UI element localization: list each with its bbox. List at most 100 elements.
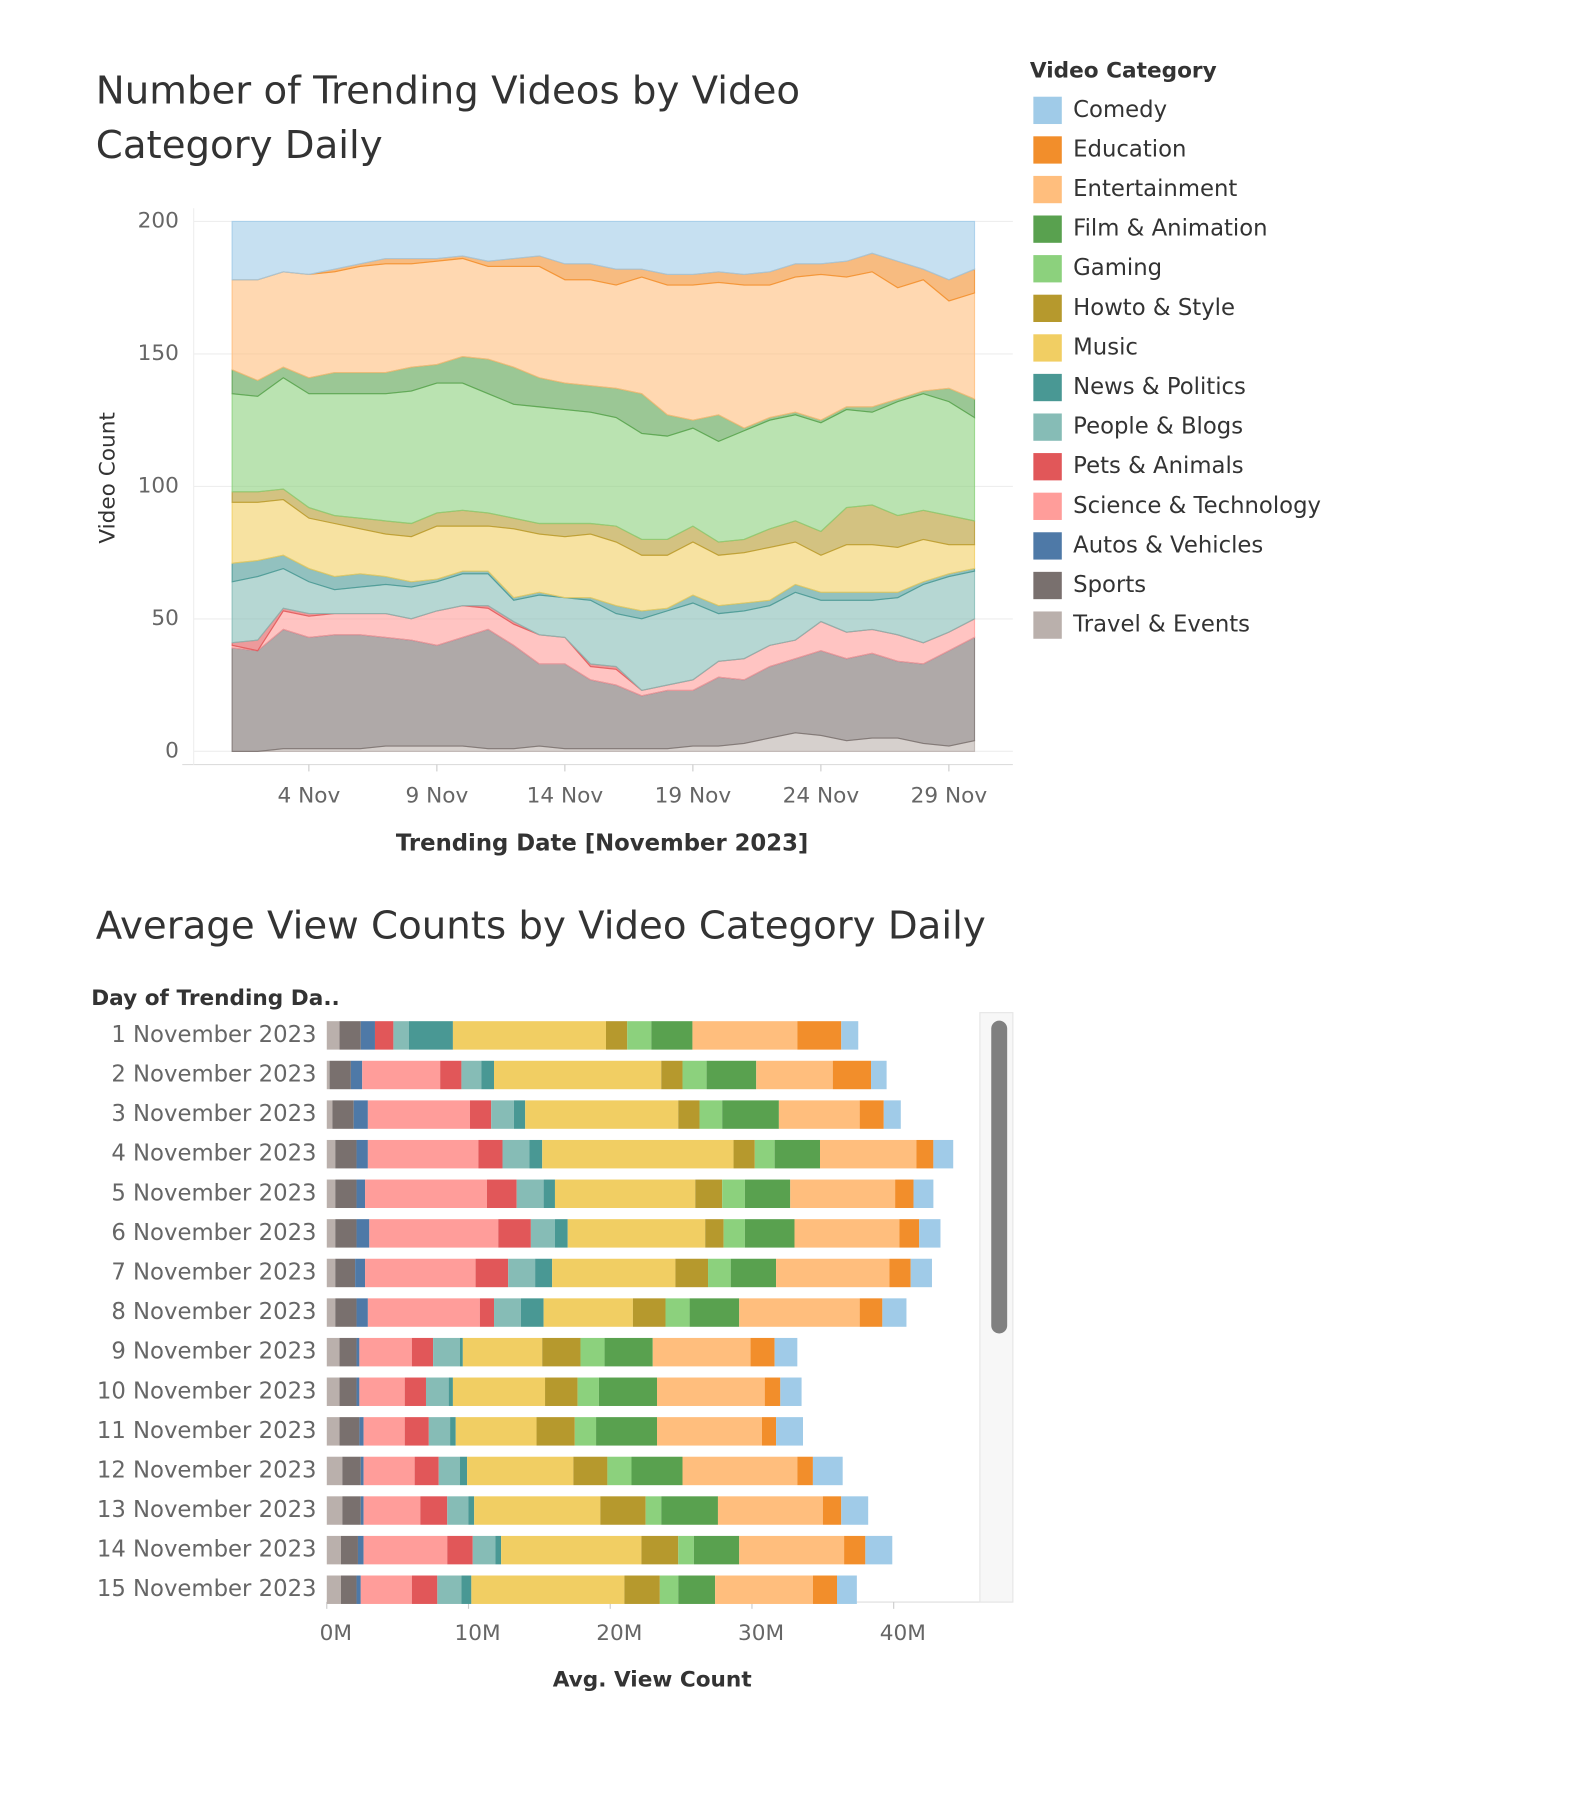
bar-segment (754, 1139, 775, 1169)
x-tick-label: 9 Nov (405, 783, 468, 808)
bar-segment (689, 1298, 740, 1327)
y-tick-label: 100 (138, 473, 179, 498)
y-tick-label: 0 (165, 738, 179, 763)
bar-segment (428, 1417, 451, 1446)
bar-segment (326, 1219, 336, 1248)
bar-segment (433, 1337, 461, 1367)
bar-segment (350, 1060, 363, 1090)
row-label: 13 November 2023 (97, 1497, 317, 1523)
bar-segment (452, 1021, 606, 1050)
bar-segment (780, 1377, 802, 1406)
bar-segment (450, 1417, 456, 1446)
bar-segment (502, 1139, 530, 1169)
bar-segment (455, 1417, 537, 1446)
bar-segment (756, 1060, 833, 1090)
bar-segment (468, 1496, 475, 1525)
bar-segment (467, 1456, 574, 1486)
row-label: 10 November 2023 (97, 1378, 317, 1404)
bar-segment (657, 1377, 765, 1406)
bar-segment (326, 1258, 336, 1288)
bar-segment (554, 1219, 568, 1248)
bar-segment (326, 1575, 341, 1604)
bar-segment (871, 1060, 887, 1090)
row-label: 14 November 2023 (97, 1537, 317, 1563)
bar-segment (494, 1298, 521, 1327)
bar-segment (596, 1417, 658, 1446)
bar-segment (882, 1298, 907, 1327)
bar-segment (478, 1139, 503, 1169)
bar-segment (447, 1535, 473, 1565)
y-axis-title: Video Count (95, 412, 120, 544)
bar-segment (913, 1179, 934, 1209)
row-header: Day of Trending Da.. (91, 986, 340, 1011)
bar-segment (844, 1535, 866, 1565)
bar-segment (356, 1377, 360, 1406)
bar-segment (812, 1456, 843, 1486)
bar-segment (326, 1100, 333, 1129)
bar-segment (651, 1021, 693, 1050)
bar-segment (469, 1100, 492, 1129)
bar-segment (326, 1298, 336, 1327)
bar-segment (744, 1219, 795, 1248)
bar-segment (501, 1535, 642, 1565)
bar-segment (797, 1021, 842, 1050)
bar-segment (641, 1535, 679, 1565)
legend-swatch (1033, 255, 1062, 283)
y-tick-label: 200 (138, 208, 179, 233)
bar-segment (367, 1100, 470, 1129)
bar-segment (899, 1219, 920, 1248)
legend-swatch (1033, 136, 1062, 164)
legend-label: Gaming (1073, 255, 1162, 281)
bar-segment (367, 1298, 480, 1327)
bar-segment (529, 1139, 543, 1169)
bar-segment (776, 1258, 890, 1288)
bar-segment (841, 1021, 859, 1050)
bar-segment (675, 1258, 709, 1288)
bar-segment (440, 1060, 462, 1090)
bar-segment (776, 1417, 803, 1446)
bar-segment (355, 1258, 366, 1288)
bar-segment (360, 1021, 375, 1050)
scrollbar-thumb[interactable] (991, 1020, 1008, 1334)
bar-segment (761, 1417, 777, 1446)
x-tick-label: 19 Nov (655, 783, 732, 808)
legend-swatch (1033, 492, 1062, 520)
bar-segment (706, 1060, 757, 1090)
legend-swatch (1033, 611, 1062, 639)
bar-segment (326, 1021, 340, 1050)
bar-segment (335, 1298, 357, 1327)
bar-segment (657, 1417, 762, 1446)
bar-segment (461, 1060, 482, 1090)
bar-segment (437, 1575, 462, 1604)
bar-segment (661, 1060, 683, 1090)
bar-segment (360, 1575, 412, 1604)
bar-segment (404, 1377, 426, 1406)
row-label: 15 November 2023 (97, 1576, 317, 1602)
x-tick-label: 24 Nov (783, 783, 860, 808)
bar-segment (693, 1535, 740, 1565)
legend-label: Education (1073, 136, 1186, 162)
bar-segment (471, 1575, 625, 1604)
bar-segment (790, 1179, 896, 1209)
bar-segment (520, 1298, 544, 1327)
bar-segment (425, 1377, 449, 1406)
bar-segment (919, 1219, 941, 1248)
bar-segment (411, 1337, 434, 1367)
bar-segment (883, 1100, 901, 1129)
bar-segment (448, 1377, 453, 1406)
bar-segment (627, 1021, 652, 1050)
bar-segment (631, 1456, 683, 1486)
bar-segment (600, 1496, 646, 1525)
legend-swatch (1033, 571, 1062, 600)
bar-segment (682, 1060, 707, 1090)
bar-segment (481, 1060, 495, 1090)
bar-segment (865, 1535, 893, 1565)
bar-segment (339, 1377, 357, 1406)
bar-segment (822, 1496, 842, 1525)
bar-segment (545, 1377, 578, 1406)
bar-segment (598, 1377, 658, 1406)
bar-segment (326, 1535, 341, 1565)
bar-segment (360, 1496, 364, 1525)
bar-segment (661, 1496, 718, 1525)
bar-segment (536, 1417, 575, 1446)
